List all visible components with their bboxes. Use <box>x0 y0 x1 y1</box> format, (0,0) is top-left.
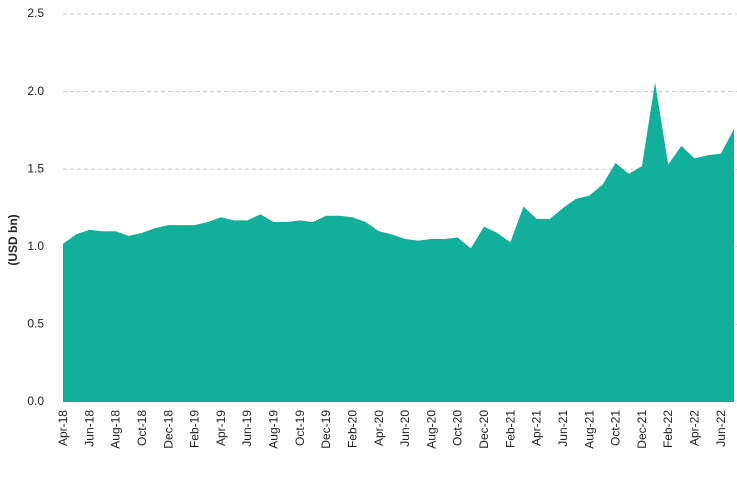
y-tick-label: 0.0 <box>27 394 44 408</box>
x-tick-label: Apr-21 <box>530 410 544 446</box>
x-tick-label: Feb-19 <box>188 410 202 448</box>
x-tick-label: Apr-19 <box>214 410 228 446</box>
y-tick-label: 0.5 <box>27 317 44 331</box>
x-tick-label: Dec-19 <box>319 410 333 449</box>
x-tick-label: Jun-20 <box>398 410 412 447</box>
area <box>63 82 734 403</box>
x-tick-label: Dec-21 <box>635 410 649 449</box>
x-tick-label: Oct-19 <box>293 410 307 446</box>
x-tick-label: Apr-22 <box>688 410 702 446</box>
x-tick-label: Oct-18 <box>135 410 149 446</box>
x-tick-label: Oct-20 <box>451 410 465 446</box>
y-tick-label: 1.0 <box>27 239 44 253</box>
x-tick-label: Dec-18 <box>161 410 175 449</box>
x-tick-label: Jun-22 <box>714 410 728 447</box>
x-tick-label: Aug-21 <box>582 410 596 449</box>
y-axis-label: (USD bn) <box>6 214 20 265</box>
x-tick-label: Jun-19 <box>240 410 254 447</box>
x-tick-label: Dec-20 <box>477 410 491 449</box>
x-tick-label: Apr-20 <box>372 410 386 446</box>
y-tick-label: 2.5 <box>27 6 44 20</box>
x-tick-label: Feb-20 <box>345 410 359 448</box>
x-tick-label: Feb-22 <box>661 410 675 448</box>
x-tick-label: Aug-19 <box>267 410 281 449</box>
x-tick-label: Apr-18 <box>56 410 70 446</box>
y-tick-label: 1.5 <box>27 161 44 175</box>
x-tick-label: Oct-21 <box>609 410 623 446</box>
x-tick-label: Aug-20 <box>424 410 438 449</box>
y-tick-label: 2.0 <box>27 84 44 98</box>
x-tick-label: Feb-21 <box>503 410 517 448</box>
x-tick-label: Jun-21 <box>556 410 570 447</box>
x-tick-label: Jun-18 <box>82 410 96 447</box>
x-tick-label: Aug-18 <box>109 410 123 449</box>
